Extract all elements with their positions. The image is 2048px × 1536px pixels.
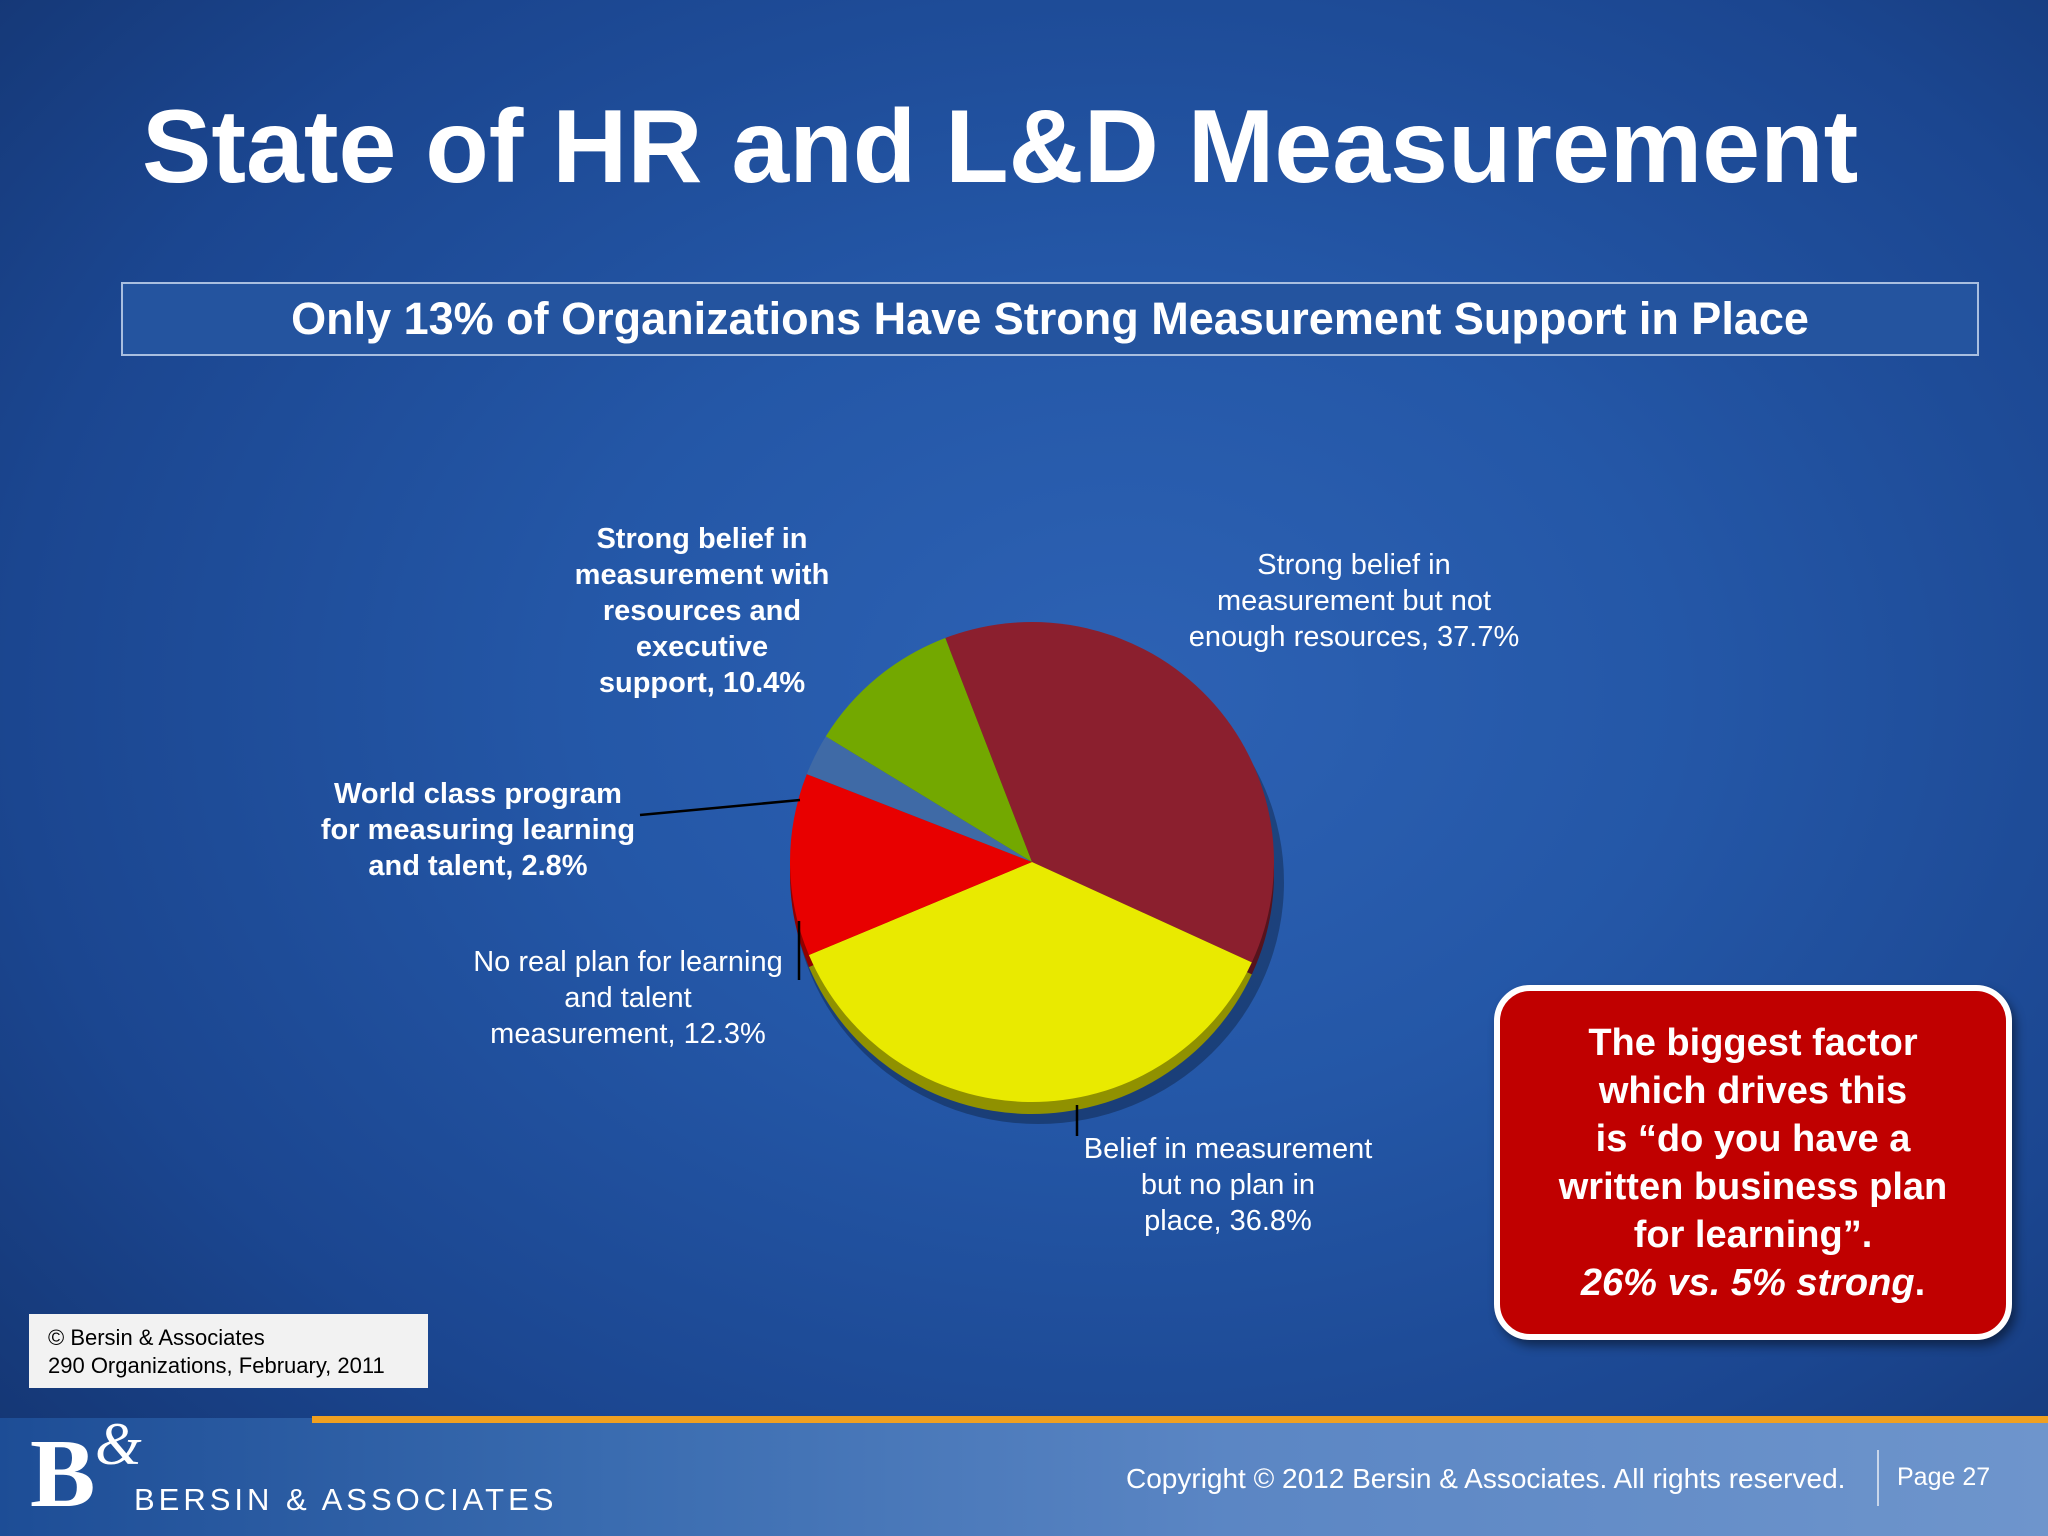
- slice-label-line: resources and: [603, 595, 801, 627]
- footer-copyright: Copyright © 2012 Bersin & Associates. Al…: [1126, 1463, 1846, 1494]
- callout-box: The biggest factor which drives this is …: [1494, 985, 2012, 1340]
- source-sample: 290 Organizations, February, 2011: [48, 1353, 385, 1378]
- slice-label-line: measurement but not: [1217, 585, 1491, 617]
- slice-label-line: executive: [636, 631, 768, 663]
- slide-subtitle: Only 13% of Organizations Have Strong Me…: [291, 293, 1809, 344]
- pie-slice: [789, 774, 1032, 956]
- slice-label-line: Strong belief in: [596, 523, 807, 555]
- callout-line-1: The biggest factor: [1588, 1021, 1918, 1064]
- logo-letter: B: [30, 1420, 96, 1528]
- callout-emphasis: 26% vs. 5% strong: [1580, 1261, 1915, 1304]
- footer-divider: [1877, 1450, 1879, 1506]
- source-copyright: © Bersin & Associates: [48, 1325, 265, 1350]
- slice-label-line: but no plan in: [1141, 1169, 1315, 1201]
- logo-ampersand: &: [95, 1411, 142, 1477]
- source-note: © Bersin & Associates 290 Organizations,…: [29, 1314, 428, 1388]
- callout-line-3: is “do you have a: [1595, 1117, 1911, 1160]
- slice-label-line: World class program: [334, 778, 622, 810]
- slice-label: No real plan for learning and talent measu…: [473, 946, 783, 1050]
- subtitle-box: Only 13% of Organizations Have Strong Me…: [121, 282, 1979, 356]
- slice-label: Strong belief in measurement but not enoug…: [1189, 549, 1520, 653]
- slice-label: Strong belief in measurement with resource…: [575, 523, 830, 699]
- callout-line-2: which drives this: [1598, 1069, 1908, 1112]
- callout-emphasis-line: 26% vs. 5% strong.: [1581, 1259, 1925, 1307]
- leader-line: [639, 798, 801, 817]
- callout-emphasis-suffix: .: [1914, 1261, 1926, 1304]
- slice-label-line: Belief in measurement: [1084, 1133, 1373, 1165]
- slice-label-line: place, 36.8%: [1144, 1205, 1312, 1237]
- logo-wordmark: BERSIN & ASSOCIATES: [134, 1482, 558, 1517]
- slice-label-line: for measuring learning: [321, 814, 635, 846]
- slice-label: Belief in measurement but no plan in place…: [1084, 1133, 1373, 1237]
- slice-label-line: No real plan for learning: [473, 946, 783, 978]
- slide-title: State of HR and L&D Measurement: [142, 89, 1859, 205]
- footer-accent-stripe: [312, 1416, 2048, 1423]
- pie-slice: [945, 622, 1274, 963]
- pie-slice: [808, 862, 1252, 1102]
- slice-label-line: Strong belief in: [1257, 549, 1450, 581]
- callout-line-4: written business plan: [1558, 1165, 1948, 1208]
- slice-label-line: measurement with: [575, 559, 830, 591]
- slice-label-line: measurement, 12.3%: [490, 1018, 766, 1050]
- slice-label-line: enough resources, 37.7%: [1189, 621, 1520, 653]
- pie-slice: [825, 637, 1032, 862]
- callout-line-5: for learning”.: [1633, 1213, 1873, 1256]
- slice-label-line: and talent, 2.8%: [368, 850, 587, 882]
- slice-label-line: support, 10.4%: [599, 667, 805, 699]
- footer-band: [0, 1418, 2048, 1536]
- slice-label-line: and talent: [564, 982, 691, 1014]
- pie-slice: [806, 736, 1032, 862]
- page-number: Page 27: [1897, 1463, 1991, 1491]
- slice-label: World class program for measuring learnin…: [321, 778, 635, 882]
